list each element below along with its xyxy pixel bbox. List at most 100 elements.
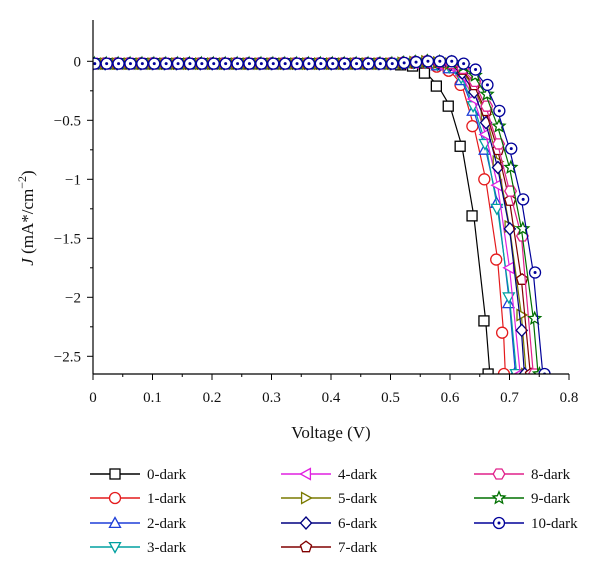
- series-10-dark-point: [302, 57, 316, 70]
- series-10-dark-point: [195, 57, 209, 70]
- series-10-dark-point: [314, 57, 328, 70]
- legend-item-0-dark: 0-dark: [90, 467, 187, 483]
- series-10-dark-point: [278, 57, 292, 70]
- legend-item-7-dark-marker: [299, 540, 313, 553]
- series-0-dark-point: [478, 315, 490, 327]
- legend-item-1-dark: 1-dark: [90, 491, 187, 507]
- marker-dot: [271, 62, 275, 66]
- y-axis-exponent: −2: [15, 176, 29, 189]
- series-10-dark-point: [326, 57, 339, 70]
- series-10-dark-point: [397, 56, 411, 70]
- series-9-dark-point: [515, 220, 531, 236]
- marker-dot: [188, 62, 192, 66]
- marker-dot: [295, 62, 299, 66]
- x-tick-label: 0.3: [262, 390, 281, 406]
- marker-dot: [474, 68, 478, 72]
- x-tick-label: 0.5: [381, 390, 400, 406]
- series-1-dark-point: [490, 253, 503, 266]
- series-10-dark-point: [219, 57, 232, 70]
- marker-dot: [331, 62, 335, 66]
- series-10-dark-point: [243, 57, 256, 70]
- series-3-dark-point: [502, 292, 516, 305]
- legend-item-8-dark-label: 8-dark: [531, 467, 571, 483]
- series-1-dark-point: [495, 326, 509, 339]
- legend-item-7-dark-label: 7-dark: [338, 540, 378, 556]
- legend-item-9-dark-marker: [491, 490, 507, 505]
- y-tick-label: 0: [74, 54, 82, 70]
- series-1-dark-point: [497, 367, 511, 374]
- marker-dot: [247, 62, 251, 66]
- series-10-dark-point: [457, 57, 470, 70]
- series-10-dark-point: [93, 57, 101, 70]
- series-10-dark-point: [433, 55, 447, 68]
- marker-dot: [355, 62, 359, 66]
- legend-item-8-dark-marker: [492, 468, 506, 480]
- x-tick-label: 0.8: [560, 390, 579, 406]
- marker-dot: [200, 62, 204, 66]
- series-0-dark-point: [430, 80, 443, 92]
- series-layer: [93, 53, 551, 374]
- x-axis-title: Voltage (V): [291, 423, 370, 442]
- series-9-dark-point: [479, 86, 495, 101]
- marker-dot: [402, 61, 406, 65]
- marker-dot: [343, 62, 347, 66]
- axes-layer: 0 0.1 0.2 0.3 0.4 0.5 0.6 0.7 0.8 0 −0.5 −1 −1.5 −2 −2…: [54, 20, 579, 406]
- series-5-dark-line: [93, 60, 527, 374]
- legend-item-9-dark: 9-dark: [474, 490, 571, 507]
- series-10-dark-point: [350, 57, 363, 70]
- series-10-dark-point: [445, 55, 458, 68]
- legend-item-10-dark: 10-dark: [474, 516, 578, 532]
- y-tick-label: −2: [65, 290, 81, 306]
- series-10-dark-point: [112, 57, 125, 70]
- marker-dot: [390, 62, 394, 66]
- series-7-dark-line: [93, 60, 531, 374]
- series-6-dark: [93, 54, 532, 374]
- marker-dot: [164, 62, 168, 66]
- series-0-dark-point: [442, 100, 454, 112]
- y-axis-unit-close: ): [18, 170, 37, 176]
- marker-dot: [152, 62, 156, 66]
- series-10-dark-point: [374, 57, 387, 70]
- series-0-dark-point: [454, 140, 466, 152]
- legend-item-2-dark-marker: [108, 516, 122, 529]
- series-3-dark: [93, 57, 523, 374]
- x-tick-label: 0.6: [441, 390, 460, 406]
- series-0-dark: [93, 58, 494, 374]
- legend-item-8-dark: 8-dark: [474, 467, 571, 483]
- marker-dot: [485, 83, 489, 87]
- marker-dot: [521, 197, 525, 201]
- series-10-dark-point: [124, 57, 137, 70]
- series-0-dark-point: [482, 368, 494, 374]
- series-2-dark: [93, 55, 519, 374]
- series-10-dark-point: [183, 57, 197, 70]
- marker-dot: [176, 62, 180, 66]
- series-10-dark-point: [528, 266, 542, 279]
- legend-item-1-dark-label: 1-dark: [147, 491, 187, 507]
- series-9-dark-point: [491, 118, 507, 133]
- legend-item-3-dark-marker: [108, 541, 122, 554]
- legend-item-0-dark-marker: [109, 468, 121, 480]
- marker-dot: [117, 62, 121, 66]
- series-10-dark-point: [493, 104, 506, 118]
- marker-dot: [307, 62, 311, 66]
- series-10-dark-point: [100, 57, 113, 70]
- series-1-dark-point: [478, 173, 491, 186]
- series-10-dark-point: [207, 57, 220, 70]
- legend-item-4-dark: 4-dark: [281, 467, 378, 483]
- legend-item-6-dark-marker: [299, 516, 313, 530]
- legend-item-5-dark-label: 5-dark: [338, 491, 378, 507]
- y-tick-label: −2.5: [54, 349, 81, 365]
- marker-dot: [319, 62, 323, 66]
- marker-dot: [497, 521, 501, 525]
- marker-dot: [378, 62, 382, 66]
- legend-item-6-dark: 6-dark: [281, 516, 378, 532]
- marker-dot: [224, 62, 228, 66]
- series-10-dark-point: [517, 193, 530, 206]
- series-10-dark-point: [148, 57, 161, 70]
- legend-item-6-dark-label: 6-dark: [338, 516, 378, 532]
- marker-dot: [414, 60, 418, 64]
- legend-item-1-dark-marker: [108, 491, 122, 505]
- series-3-dark-point: [490, 203, 504, 216]
- series-0-dark-point: [466, 210, 478, 222]
